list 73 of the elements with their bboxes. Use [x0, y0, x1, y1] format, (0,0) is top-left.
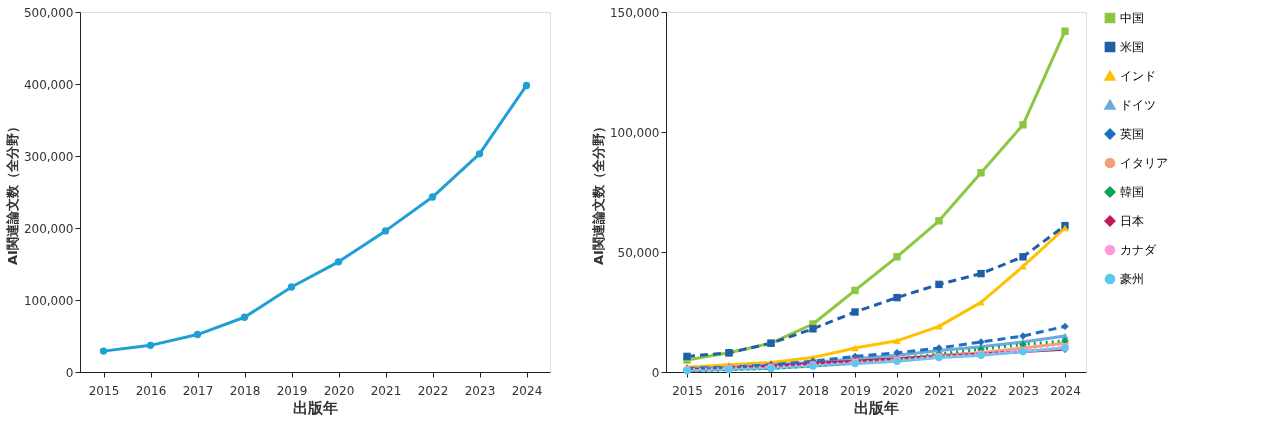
point — [977, 169, 985, 177]
point — [893, 337, 901, 345]
legend-label: 中国 — [1120, 11, 1144, 25]
y-tick-label: 100,000 — [609, 125, 660, 140]
x-tick-label: 2018 — [229, 383, 261, 398]
y-axis-title: AI関連論文数（全分野） — [4, 120, 20, 265]
point — [851, 286, 859, 295]
point — [475, 150, 484, 158]
x-tick-label: 2020 — [323, 383, 355, 398]
point — [1019, 121, 1027, 129]
x-tick-label: 2023 — [1008, 383, 1039, 398]
point — [977, 299, 985, 306]
point — [851, 344, 859, 352]
point — [428, 193, 437, 201]
legend-label: 米国 — [1120, 40, 1144, 54]
point — [334, 258, 343, 266]
y-tick-label: 0 — [651, 365, 660, 380]
point — [193, 330, 202, 339]
x-tick-label: 2023 — [464, 383, 496, 398]
y-axis-title: AI関連論文数（全分野） — [590, 120, 606, 265]
legend-label: 英国 — [1120, 127, 1144, 141]
x-tick-label: 2024 — [511, 383, 543, 398]
point — [146, 341, 155, 350]
x-tick-label: 2015 — [672, 383, 703, 398]
point — [851, 308, 859, 316]
point — [522, 81, 531, 90]
point — [935, 323, 943, 330]
legend-label: イタリア — [1120, 156, 1168, 170]
x-tick-label: 2016 — [714, 383, 745, 398]
x-tick-label: 2018 — [798, 383, 829, 398]
x-tick-label: 2022 — [417, 383, 449, 398]
legend-label: ドイツ — [1120, 98, 1156, 112]
x-axis-title: 出版年 — [854, 398, 899, 417]
y-tick-label: 50,000 — [617, 245, 660, 260]
x-tick-label: 2022 — [966, 383, 997, 398]
legend-label: 豪州 — [1120, 272, 1144, 286]
x-tick-label: 2024 — [1050, 383, 1081, 398]
point — [809, 325, 817, 333]
y-tick-label: 300,000 — [23, 149, 74, 164]
point — [977, 269, 985, 278]
x-tick-label: 2017 — [182, 383, 214, 398]
point — [99, 347, 108, 355]
y-tick-label: 0 — [65, 365, 74, 380]
legend-label: カナダ — [1120, 243, 1157, 257]
point — [683, 352, 691, 361]
legend-label: インド — [1120, 69, 1156, 83]
x-tick-label: 2021 — [370, 383, 402, 398]
point — [1019, 263, 1027, 270]
y-tick-label: 150,000 — [609, 5, 660, 20]
point — [1061, 27, 1069, 35]
point — [1019, 253, 1027, 261]
point — [893, 253, 901, 261]
x-tick-label: 2015 — [88, 383, 120, 398]
point — [240, 313, 249, 321]
x-tick-label: 2017 — [756, 383, 787, 398]
point — [893, 293, 901, 302]
x-tick-label: 2019 — [276, 383, 308, 398]
y-tick-label: 500,000 — [23, 5, 74, 20]
point — [935, 217, 943, 225]
y-tick-label: 400,000 — [23, 77, 74, 92]
x-tick-label: 2016 — [135, 383, 167, 398]
x-tick-label: 2020 — [882, 383, 913, 398]
legend-label: 韓国 — [1120, 185, 1144, 199]
legend-label: 日本 — [1120, 214, 1144, 228]
point — [287, 283, 296, 291]
x-axis-title: 出版年 — [293, 398, 338, 417]
y-tick-label: 200,000 — [23, 221, 74, 236]
point — [935, 280, 943, 289]
y-tick-label: 100,000 — [23, 293, 74, 308]
point — [1061, 322, 1069, 331]
point — [381, 227, 390, 235]
x-tick-label: 2021 — [924, 383, 955, 398]
x-tick-label: 2019 — [840, 383, 871, 398]
